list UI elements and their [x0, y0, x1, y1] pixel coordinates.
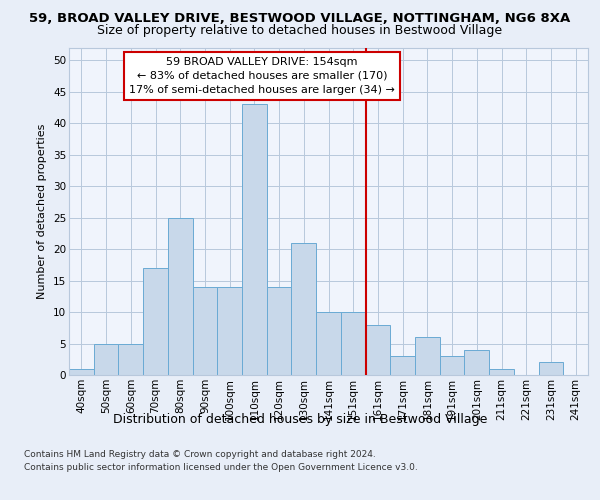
- Bar: [440, 356, 464, 375]
- Text: 59, BROAD VALLEY DRIVE, BESTWOOD VILLAGE, NOTTINGHAM, NG6 8XA: 59, BROAD VALLEY DRIVE, BESTWOOD VILLAGE…: [29, 12, 571, 26]
- Text: Contains public sector information licensed under the Open Government Licence v3: Contains public sector information licen…: [24, 462, 418, 471]
- Text: Distribution of detached houses by size in Bestwood Village: Distribution of detached houses by size …: [113, 412, 487, 426]
- Y-axis label: Number of detached properties: Number of detached properties: [37, 124, 47, 299]
- Text: Size of property relative to detached houses in Bestwood Village: Size of property relative to detached ho…: [97, 24, 503, 37]
- Bar: [489, 368, 514, 375]
- Bar: [390, 356, 415, 375]
- Bar: [267, 287, 292, 375]
- Bar: [316, 312, 341, 375]
- Bar: [292, 242, 316, 375]
- Bar: [193, 287, 217, 375]
- Bar: [242, 104, 267, 375]
- Bar: [69, 368, 94, 375]
- Bar: [341, 312, 365, 375]
- Text: Contains HM Land Registry data © Crown copyright and database right 2024.: Contains HM Land Registry data © Crown c…: [24, 450, 376, 459]
- Bar: [118, 344, 143, 375]
- Bar: [217, 287, 242, 375]
- Bar: [415, 337, 440, 375]
- Bar: [143, 268, 168, 375]
- Bar: [464, 350, 489, 375]
- Text: 59 BROAD VALLEY DRIVE: 154sqm
← 83% of detached houses are smaller (170)
17% of : 59 BROAD VALLEY DRIVE: 154sqm ← 83% of d…: [129, 57, 395, 95]
- Bar: [168, 218, 193, 375]
- Bar: [365, 324, 390, 375]
- Bar: [94, 344, 118, 375]
- Bar: [539, 362, 563, 375]
